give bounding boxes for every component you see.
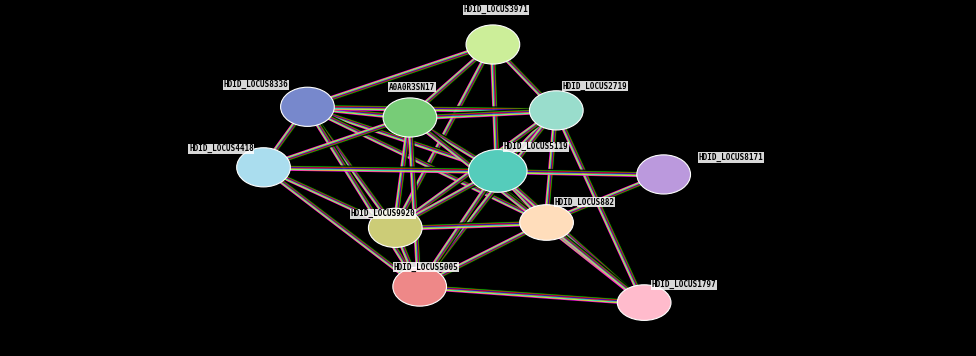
- Ellipse shape: [637, 155, 691, 194]
- Text: HDID_LOCUS9920: HDID_LOCUS9920: [350, 209, 415, 219]
- Text: A0A0R3SN17: A0A0R3SN17: [388, 83, 435, 92]
- Ellipse shape: [467, 25, 520, 64]
- Ellipse shape: [369, 208, 423, 247]
- Ellipse shape: [281, 87, 334, 126]
- Ellipse shape: [618, 285, 671, 320]
- Text: HDID_LOCUS1797: HDID_LOCUS1797: [652, 280, 716, 289]
- Text: HDID_LOCUS3971: HDID_LOCUS3971: [464, 5, 528, 14]
- Text: HDID_LOCUS5005: HDID_LOCUS5005: [393, 263, 458, 272]
- Text: HDID_LOCUS2719: HDID_LOCUS2719: [562, 82, 627, 91]
- Text: HDID_LOCUS8171: HDID_LOCUS8171: [699, 153, 763, 162]
- Ellipse shape: [237, 148, 291, 187]
- Ellipse shape: [529, 91, 584, 130]
- Ellipse shape: [393, 267, 447, 306]
- Text: HDID_LOCUS882: HDID_LOCUS882: [554, 198, 615, 207]
- Ellipse shape: [383, 98, 436, 137]
- Ellipse shape: [520, 205, 574, 240]
- Text: HDID_LOCUS8336: HDID_LOCUS8336: [224, 80, 288, 89]
- Text: HDID_LOCUS4418: HDID_LOCUS4418: [189, 144, 254, 153]
- Ellipse shape: [468, 150, 527, 192]
- Text: HDID_LOCUS5119: HDID_LOCUS5119: [504, 142, 568, 151]
